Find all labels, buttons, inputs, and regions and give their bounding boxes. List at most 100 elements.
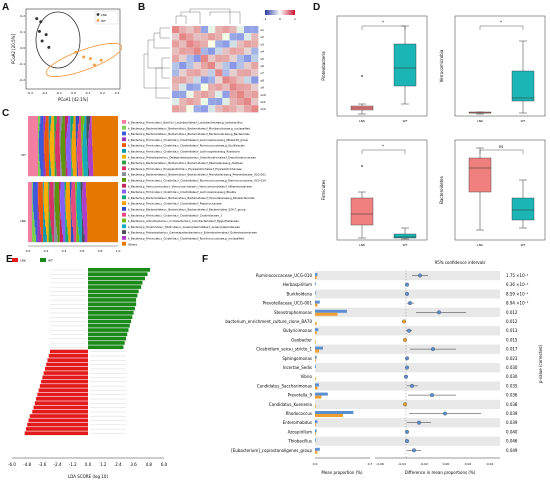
heatmap-cell: [215, 83, 223, 91]
stack-segment: [65, 146, 71, 154]
ci-point: [407, 328, 411, 333]
stack-segment: [43, 153, 45, 162]
stack-segment: [38, 182, 43, 190]
stack-segment: [70, 116, 74, 124]
pcoa-point-wt: [88, 57, 92, 61]
stack-segment: [55, 161, 61, 169]
p-value: 0.036: [506, 393, 518, 398]
lda-bar-lnk: [48, 354, 88, 358]
stack-segment: [59, 219, 62, 228]
heatmap-cell: [229, 62, 237, 70]
stack-segment: [76, 197, 82, 205]
heatmap-cell: [236, 54, 244, 62]
heatmap-row-label: s5: [260, 57, 264, 61]
stack-segment: [76, 227, 79, 235]
heatmap-cell: [186, 47, 194, 55]
lda-bar-lnk: [28, 418, 88, 423]
stack-segment: [66, 212, 71, 220]
heatmap-cell: [172, 105, 180, 113]
stack-segment: [55, 131, 60, 139]
stack-segment: [45, 116, 49, 124]
pcoa-point-lnk: [40, 39, 44, 43]
panel-e-letter: E: [6, 254, 13, 265]
stack-segment: [48, 219, 51, 228]
stack-segment: [46, 234, 49, 243]
box-group-label: LNK: [359, 119, 366, 123]
stack-segment: [71, 161, 73, 169]
heatmap-row-label: s6: [260, 64, 264, 68]
stack-segment: [54, 204, 55, 213]
stack-segment: [38, 131, 39, 139]
stack-segment: [76, 146, 77, 154]
stack-segment: [60, 153, 61, 162]
stack-segment: [77, 219, 82, 228]
panel-b-letter: B: [138, 2, 146, 13]
heatmap-cell: [200, 105, 208, 113]
stack-segment: [43, 204, 44, 213]
heatmap-cell: [193, 33, 201, 41]
stack-segment: [56, 123, 60, 132]
diff-xtick: -0.04: [398, 462, 406, 466]
heatmap-cell: [208, 83, 216, 91]
heatmap-cell: [244, 54, 252, 62]
stack-segment: [83, 131, 87, 139]
stack-segment: [73, 227, 77, 235]
stack-segment: [38, 204, 44, 213]
stack-segment: [82, 153, 88, 162]
stack-segment: [60, 204, 65, 213]
stack-segment: [63, 234, 66, 243]
heatmap-cell: [236, 33, 244, 41]
stack-segment: [83, 123, 87, 132]
column-dendrogram: [175, 8, 241, 24]
stack-segment: [37, 219, 40, 228]
stack-segment: [92, 138, 118, 147]
taxon-label: Enterorhabdus: [283, 420, 312, 425]
heatmap-cell: [179, 47, 187, 55]
ci-point: [403, 337, 407, 342]
stack-segment: [66, 138, 71, 147]
stack-segment: [33, 212, 38, 220]
heatmap-cell: [200, 69, 208, 77]
stack-segment: [83, 219, 88, 228]
heatmap-cell: [179, 98, 187, 106]
heatmap-cell: [222, 40, 230, 48]
stack-segment: [44, 153, 50, 162]
pcoa-ytick: -0.2: [19, 78, 25, 82]
pcoa-plot: LNK WT PCoA1 [42.1%] PCoA2 [20.5%] -0.3 -…: [11, 8, 122, 102]
stack-segment: [54, 197, 60, 205]
box-group-label: LNK: [359, 243, 366, 247]
significance-marker: *: [500, 20, 502, 25]
heatmap-cell: [172, 83, 180, 91]
stack-segment: [38, 131, 44, 139]
stack-segment: [75, 204, 77, 213]
heatmap-cell: [236, 69, 244, 77]
stack-segment: [37, 234, 42, 243]
stack-segment: [33, 204, 38, 213]
stack-segment: [32, 204, 34, 213]
lda-xtick: -2.4: [54, 462, 62, 467]
mean-bar-wt: [315, 328, 319, 332]
stack-segment: [53, 189, 55, 198]
stack-segment: [38, 161, 40, 169]
heatmap-cell: [251, 69, 259, 77]
stack-segment: [82, 138, 87, 147]
heatmap-cell: [172, 90, 180, 98]
stack-segment: [86, 131, 89, 139]
stack-segment: [88, 161, 94, 169]
p-value: 8.94 ×10⁻³: [506, 301, 529, 306]
pcoa-ytick: -0.1: [19, 62, 25, 66]
legend-swatch: [122, 166, 126, 171]
stack-segment: [67, 227, 71, 235]
stack-segment: [38, 189, 43, 198]
stack-segment: [54, 219, 57, 228]
significance-marker: *: [382, 20, 384, 25]
stack-segment: [80, 189, 83, 198]
heatmap-cell: [215, 54, 223, 62]
stack-segment: [91, 131, 118, 139]
panel-a-letter: A: [2, 2, 10, 13]
stack-segment: [87, 153, 89, 162]
stack-segment: [43, 219, 46, 228]
heatmap-cell: [244, 62, 252, 70]
lda-bar-lnk: [47, 358, 88, 362]
mean-bar-lnk: [315, 404, 316, 408]
